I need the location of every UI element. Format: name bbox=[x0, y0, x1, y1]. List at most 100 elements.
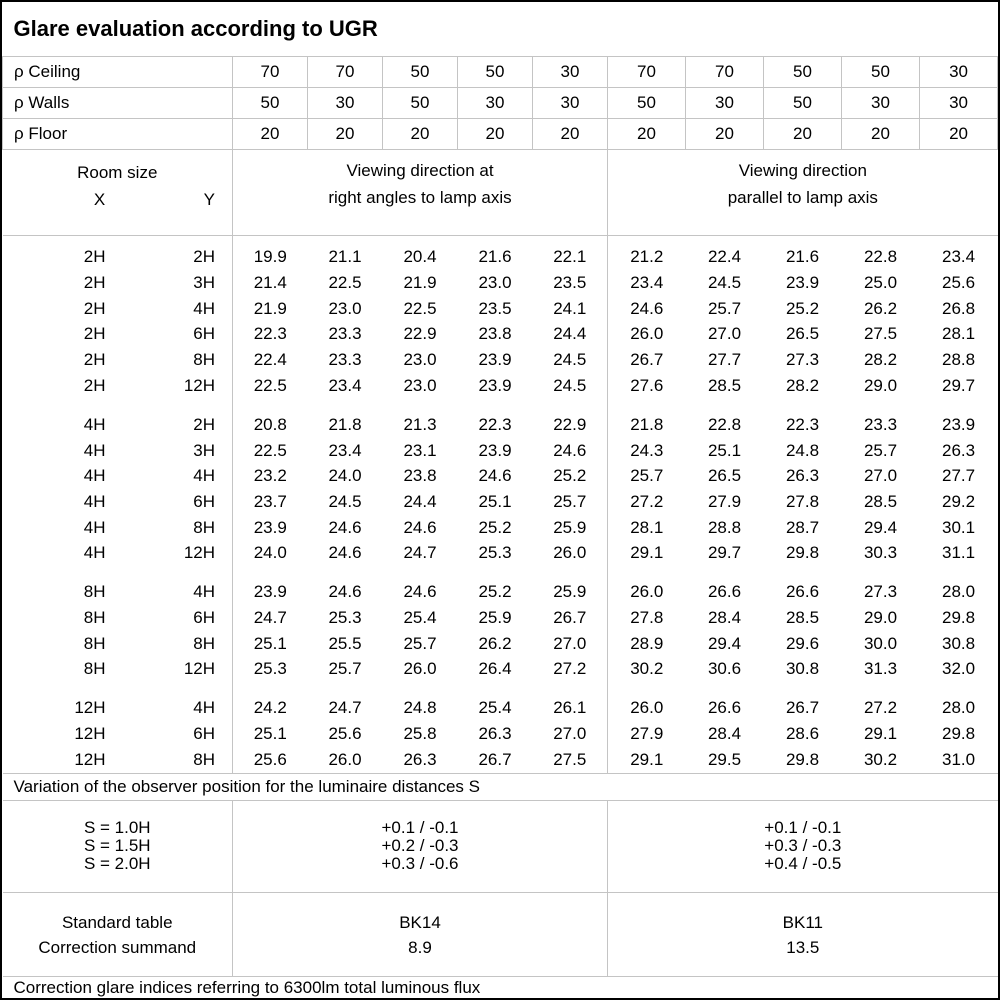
ugr-value-cell: 30.1 bbox=[942, 517, 976, 537]
ugr-value-cell: 29.4 bbox=[863, 517, 898, 537]
ugr-value-cell: 28.5 bbox=[863, 491, 898, 511]
reflectance-value-cell: 50 bbox=[232, 87, 308, 120]
reflectance-row: ρ Floor 20 20 20 20 20 20 20 20 20 20 bbox=[2, 118, 999, 150]
reflectance-value-cell: 20 bbox=[607, 118, 686, 150]
room-y-cell: 4H bbox=[117, 295, 233, 322]
s-correction-value: +0.1 / -0.1 bbox=[764, 818, 842, 838]
reflectance-value-cell: 30 bbox=[841, 87, 920, 120]
ugr-table-row: 2H 8H 22.4 23.3 23.0 23.9 24.5 26.7 27.7 27.3 28.2… bbox=[3, 347, 998, 373]
ugr-value-cell: 23.3 bbox=[863, 414, 898, 434]
ugr-value-cell: 19.9 bbox=[253, 247, 287, 267]
ugr-value-cell: 25.3 bbox=[253, 659, 287, 679]
spacer-cell bbox=[608, 236, 998, 245]
ugr-value-cell: 23.9 bbox=[478, 375, 512, 395]
ugr-value-cell: 23.4 bbox=[942, 247, 976, 267]
ugr-value-cell: 23.9 bbox=[785, 273, 820, 293]
room-x-cell: 12H bbox=[74, 698, 106, 718]
standard-table-section: Standard table Correction summand BK14 8.9… bbox=[2, 892, 998, 978]
ugr-value-cell: 29.8 bbox=[942, 724, 976, 744]
ugr-value-cell: 25.4 bbox=[478, 698, 512, 718]
s-distance-label: S = 1.0H bbox=[83, 818, 151, 838]
ugr-value-cell: 28.9 bbox=[630, 633, 664, 653]
group-spacer bbox=[2, 398, 998, 413]
room-y-cell: 12H bbox=[117, 656, 233, 683]
ugr-value-cell: 24.0 bbox=[328, 466, 362, 486]
reflectance-value-cell: 20 bbox=[382, 118, 458, 150]
ugr-value-cell: 23.4 bbox=[328, 375, 362, 395]
ugr-value-cell: 29.0 bbox=[863, 375, 898, 395]
reflectance-value-cell: 50 bbox=[763, 56, 842, 89]
s-parallel-cell: +0.1 / -0.1 +0.3 / -0.3 +0.4 / -0.5 bbox=[607, 800, 998, 894]
spacer-cell bbox=[232, 235, 608, 245]
ugr-value-cell: 25.6 bbox=[253, 749, 287, 769]
ugr-value-cell: 27.0 bbox=[532, 630, 608, 657]
ugr-value-cell: 24.4 bbox=[532, 321, 608, 348]
ugr-value-cell: 29.1 bbox=[630, 749, 664, 769]
ugr-value-cell: 26.3 bbox=[403, 749, 437, 769]
reflectance-value-cell: 70 bbox=[685, 56, 764, 89]
ugr-value-cell: 22.3 bbox=[253, 324, 287, 344]
ugr-value-cell: 27.5 bbox=[532, 747, 608, 774]
ugr-value-cell: 29.8 bbox=[785, 749, 820, 769]
ugr-value-cell: 29.1 bbox=[863, 724, 898, 744]
ugr-values-section: 2H 2H 19.9 21.1 20.4 21.6 22.1 21.2 22.4 21.6 22.8… bbox=[2, 235, 998, 774]
ugr-table-row: 8H 4H 23.9 24.6 24.6 25.2 25.9 26.0 26.6 26.6 27.3… bbox=[3, 579, 998, 606]
room-y-cell: 3H bbox=[117, 270, 233, 296]
ugr-value-cell: 32.0 bbox=[942, 659, 976, 679]
ugr-value-cell: 24.8 bbox=[785, 440, 820, 460]
ugr-value-cell: 30.0 bbox=[863, 633, 898, 653]
ugr-value-cell: 24.2 bbox=[253, 698, 287, 718]
ugr-value-cell: 21.4 bbox=[253, 273, 287, 293]
reflectance-value-cell: 30 bbox=[532, 56, 608, 89]
reflectance-value-cell: 20 bbox=[307, 118, 383, 150]
ugr-value-cell: 23.4 bbox=[328, 440, 362, 460]
room-y-cell: 2H bbox=[117, 244, 233, 271]
ugr-value-cell: 29.6 bbox=[785, 633, 820, 653]
ugr-value-cell: 26.0 bbox=[630, 698, 664, 718]
ugr-value-cell: 22.4 bbox=[707, 247, 742, 267]
ugr-value-cell: 28.0 bbox=[942, 698, 976, 718]
ugr-table-row: 4H 12H 24.0 24.6 24.7 25.3 26.0 29.1 29.7 29.8 30.… bbox=[3, 540, 998, 567]
ugr-table-row: 8H 12H 25.3 25.7 26.0 26.4 27.2 30.2 30.6 30.8 31.… bbox=[3, 656, 998, 683]
ugr-value-cell: 23.0 bbox=[478, 273, 512, 293]
ugr-value-cell: 25.2 bbox=[785, 298, 820, 318]
ugr-value-cell: 24.5 bbox=[532, 372, 608, 399]
x-column-header: X bbox=[93, 189, 106, 209]
ugr-value-cell: 21.8 bbox=[328, 414, 362, 434]
reflectance-value-cell: 20 bbox=[841, 118, 920, 150]
ugr-table-row: 12H 6H 25.1 25.6 25.8 26.3 27.0 27.9 28.4 28.6 29.… bbox=[3, 721, 998, 747]
ugr-value-cell: 21.6 bbox=[478, 247, 512, 267]
reflectance-value-cell: 50 bbox=[382, 87, 458, 120]
s-correction-value: +0.4 / -0.5 bbox=[764, 854, 842, 874]
ugr-value-cell: 25.1 bbox=[253, 633, 287, 653]
column-header-row: Room size X Y Viewing direction at right… bbox=[2, 149, 998, 237]
ugr-value-cell: 24.8 bbox=[403, 698, 437, 718]
ugr-value-cell: 26.3 bbox=[942, 440, 976, 460]
ugr-value-cell: 25.7 bbox=[707, 298, 742, 318]
ugr-value-cell: 24.6 bbox=[328, 517, 362, 537]
room-x-cell: 4H bbox=[83, 517, 106, 537]
ugr-table-row: 12H 4H 24.2 24.7 24.8 25.4 26.1 26.0 26.6 26.7 27.… bbox=[3, 695, 998, 722]
ugr-value-cell: 22.1 bbox=[532, 244, 608, 271]
ugr-value-cell: 27.9 bbox=[630, 724, 664, 744]
ugr-value-cell: 27.2 bbox=[863, 698, 898, 718]
ugr-table-row: 12H 8H 25.6 26.0 26.3 26.7 27.5 29.1 29.5 29.8 30.… bbox=[3, 747, 998, 774]
ugr-value-cell: 26.3 bbox=[478, 724, 512, 744]
ugr-value-cell: 20.8 bbox=[253, 414, 287, 434]
ugr-value-cell: 27.7 bbox=[707, 350, 742, 370]
ugr-value-cell: 23.8 bbox=[403, 466, 437, 486]
ugr-value-cell: 26.2 bbox=[478, 633, 512, 653]
ugr-value-cell: 23.7 bbox=[253, 491, 287, 511]
room-x-cell: 8H bbox=[83, 633, 106, 653]
ugr-value-cell: 24.5 bbox=[707, 273, 742, 293]
room-x-cell: 4H bbox=[83, 491, 106, 511]
ugr-value-cell: 26.0 bbox=[630, 324, 664, 344]
reflectance-value-cell: 30 bbox=[457, 87, 533, 120]
ugr-value-cell: 31.3 bbox=[863, 659, 898, 679]
ugr-value-cell: 23.9 bbox=[478, 350, 512, 370]
ugr-value-cell: 22.3 bbox=[785, 414, 820, 434]
ugr-value-cell: 28.5 bbox=[785, 608, 820, 628]
s-variation-row: S = 1.0H S = 1.5H S = 2.0H +0.1 / -0.1 +0.2… bbox=[2, 800, 998, 894]
ugr-value-cell: 27.6 bbox=[630, 375, 664, 395]
